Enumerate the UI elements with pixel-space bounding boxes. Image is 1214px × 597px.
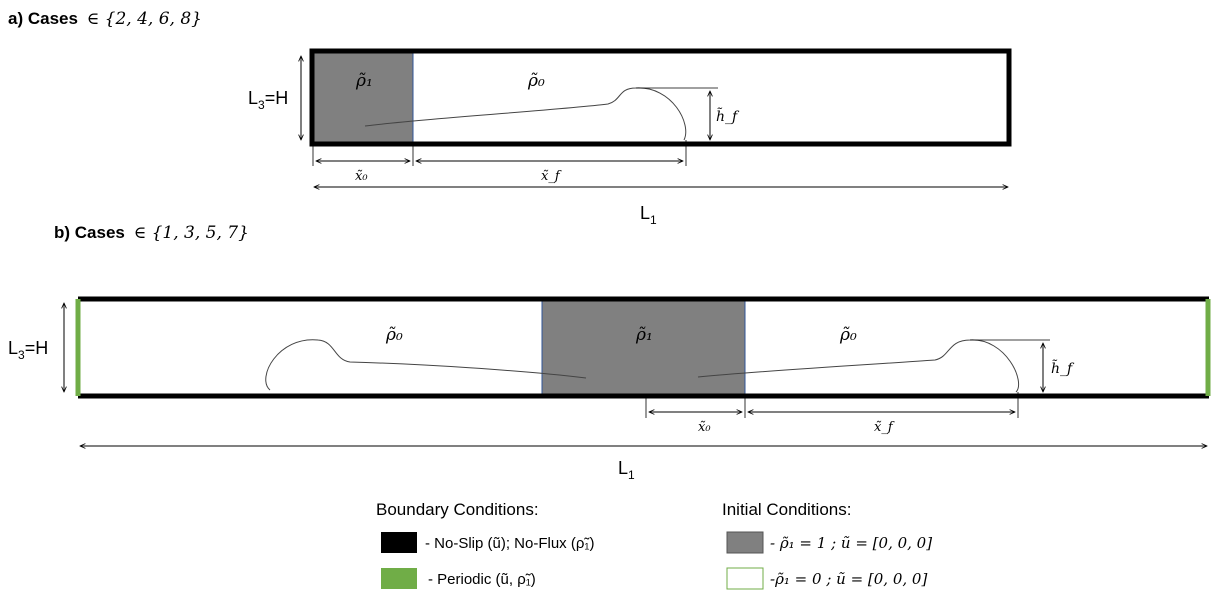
boundary-conditions-title: Boundary Conditions: — [376, 500, 539, 519]
panel-b-title: b) Cases ∈ {1, 3, 5, 7} — [54, 223, 249, 243]
panel-b: b) Cases ∈ {1, 3, 5, 7} ρ̃₀ ρ̃₁ ρ̃₀ L3=H… — [8, 223, 1211, 482]
xf-label-b: x̃_f — [874, 420, 895, 435]
length-label-b: L1 — [618, 458, 635, 482]
initial-conditions-title: Initial Conditions: — [722, 500, 851, 519]
periodic-text: - Periodic (ũ, ρ̃₁) — [428, 571, 536, 588]
noslip-swatch — [381, 532, 417, 553]
dense-swatch — [726, 531, 764, 554]
rho0-label-a: ρ̃₀ — [527, 71, 545, 91]
noslip-text: - No-Slip (ũ); No-Flux (ρ̃₁) — [425, 535, 594, 552]
height-label-a: L3=H — [248, 88, 288, 112]
gravity-current-left-b — [265, 339, 587, 391]
x0-label-b: x̃₀ — [698, 420, 711, 435]
light-ic-text: -ρ̃₁ = 0 ; ũ = [0, 0, 0] — [770, 570, 927, 588]
panel-a: a) Cases ∈ {2, 4, 6, 8} ρ̃₁ ρ̃₀ L3=H h̃_… — [8, 9, 1012, 227]
rho1-label-b: ρ̃₁ — [635, 325, 653, 345]
periodic-swatch — [381, 568, 417, 589]
dense-region-b — [542, 301, 745, 395]
length-label-a: L1 — [640, 203, 657, 227]
rho0-left-label-b: ρ̃₀ — [385, 325, 403, 345]
dense-ic-text: - ρ̃₁ = 1 ; ũ = [0, 0, 0] — [770, 534, 932, 552]
front-height-label-a: h̃_f — [716, 107, 740, 125]
xf-label-a: x̃_f — [541, 169, 562, 184]
front-height-label-b: h̃_f — [1051, 359, 1075, 377]
rho1-label-a: ρ̃₁ — [355, 71, 373, 91]
tank-a-walls — [309, 48, 1012, 147]
height-label-b: L3=H — [8, 338, 48, 362]
gravity-current-right-b — [697, 339, 1020, 393]
panel-a-title: a) Cases ∈ {2, 4, 6, 8} — [8, 9, 202, 29]
rho0-right-label-b: ρ̃₀ — [839, 325, 857, 345]
dense-region-a — [312, 52, 413, 143]
x0-label-a: x̃₀ — [355, 169, 368, 184]
light-swatch — [726, 567, 764, 590]
legend: Boundary Conditions: - No-Slip (ũ); No-F… — [376, 500, 932, 590]
gravity-current-front-a — [364, 87, 687, 141]
